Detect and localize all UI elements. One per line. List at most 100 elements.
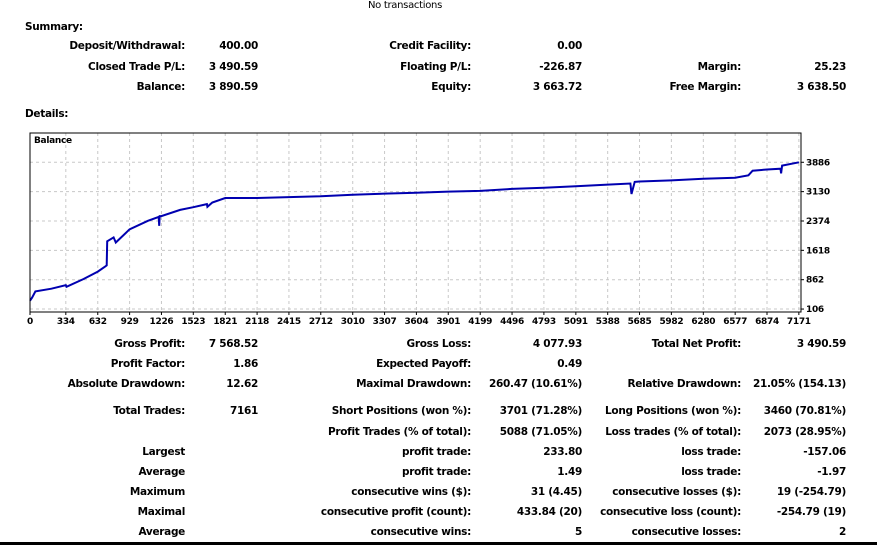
details-value: -157.06 [803, 446, 846, 458]
details-value: 1.86 [233, 358, 258, 370]
details-value: 31 (4.45) [530, 486, 582, 498]
summary-value: 400.00 [219, 40, 258, 52]
x-tick-label: 2712 [309, 317, 333, 327]
balance-chart: 0 334 632 929 1226 1523 1821 2118 2415 2712 3010 33… [27, 132, 830, 327]
summary-value: 25.23 [814, 61, 846, 73]
details-label: Total Net Profit: [651, 338, 742, 350]
details-label: loss trade: [681, 466, 741, 478]
details-label: Absolute Drawdown: [67, 378, 186, 390]
details-value: 5 [574, 526, 582, 538]
details-label: Short Positions (won %): [331, 405, 472, 417]
y-tick-label: 1618 [806, 246, 830, 256]
details-label: Relative Drawdown: [627, 378, 741, 390]
details-label: Gross Loss: [406, 338, 472, 350]
x-tick-label: 5091 [564, 317, 588, 327]
summary-value: 3 490.59 [208, 61, 258, 73]
x-tick-label: 3307 [373, 317, 397, 327]
summary-value: -226.87 [539, 61, 582, 73]
details-value: 0.49 [557, 358, 582, 370]
details-label: consecutive losses: [631, 526, 742, 538]
x-tick-label: 5685 [628, 317, 652, 327]
details-label: consecutive wins ($): [351, 486, 471, 498]
x-tick-label: 0 [27, 317, 33, 327]
details-value: 2073 (28.95%) [763, 426, 847, 438]
no-transactions-note: No transactions [368, 0, 442, 11]
x-tick-label: 3010 [341, 317, 365, 327]
x-tick-label: 4496 [500, 317, 524, 327]
summary-label: Floating P/L: [400, 61, 471, 73]
details-label: loss trade: [681, 446, 741, 458]
details-value: 1.49 [557, 466, 582, 478]
details-label: Average [138, 466, 185, 478]
details-label: Largest [142, 446, 185, 458]
summary-heading: Summary: [25, 21, 83, 33]
details-value: 3701 (71.28%) [499, 405, 583, 417]
plot-border [29, 132, 802, 313]
details-label: consecutive wins: [370, 526, 472, 538]
x-tick-label: 6280 [691, 317, 715, 327]
y-tick-label: 2374 [806, 217, 830, 227]
summary-label: Credit Facility: [389, 40, 471, 52]
bottom-border [0, 542, 877, 545]
details-value: -1.97 [817, 466, 846, 478]
summary-label: Balance: [136, 81, 186, 93]
x-tick-label: 632 [89, 317, 107, 327]
x-tick-label: 4793 [532, 317, 556, 327]
x-tick-label: 929 [121, 317, 139, 327]
details-value: 2 [838, 526, 846, 538]
details-label: Total Trades: [113, 405, 185, 417]
details-heading: Details: [25, 108, 69, 120]
details-value: 19 (-254.79) [776, 486, 846, 498]
x-tick-label: 2118 [245, 317, 269, 327]
x-tick-label: 1226 [150, 317, 174, 327]
x-tick-label: 5388 [596, 317, 620, 327]
details-label: Expected Payoff: [376, 358, 471, 370]
details-value: 3 490.59 [796, 338, 846, 350]
details-label: Maximal [137, 506, 186, 518]
x-tick-label: 5982 [659, 317, 683, 327]
details-label: Long Positions (won %): [605, 405, 741, 417]
details-value: 233.80 [543, 446, 582, 458]
details-label: Maximum [129, 486, 185, 498]
details-label: Gross Profit: [114, 338, 185, 350]
y-tick-label: 862 [806, 276, 824, 286]
x-tick-label: 1821 [213, 317, 237, 327]
summary-value: 3 663.72 [532, 81, 582, 93]
details-label: profit trade: [402, 466, 471, 478]
details-value: 260.47 (10.61%) [488, 378, 582, 390]
summary-label: Margin: [697, 61, 742, 73]
balance-line [29, 161, 800, 302]
details-label: Average [138, 526, 185, 538]
x-tick-label: 4199 [468, 317, 492, 327]
x-tick-label: 2415 [277, 317, 301, 327]
x-tick-label: 334 [57, 317, 75, 327]
chart-title: Balance [34, 136, 72, 146]
details-label: Profit Factor: [110, 358, 186, 370]
details-value: 3460 (70.81%) [763, 405, 847, 417]
details-label: consecutive losses ($): [612, 486, 741, 498]
summary-label: Closed Trade P/L: [88, 61, 185, 73]
x-tick-label: 6874 [755, 317, 779, 327]
y-tick-label: 106 [806, 305, 824, 315]
details-value: 433.84 (20) [516, 506, 582, 518]
details-value: 21.05% (154.13) [752, 378, 846, 390]
details-label: Loss trades (% of total): [605, 426, 741, 438]
details-label: profit trade: [402, 446, 471, 458]
x-tick-label: 3901 [436, 317, 460, 327]
y-tick-label: 3130 [806, 188, 830, 198]
details-value: -254.79 (19) [776, 506, 846, 518]
x-tick-label: 6577 [723, 317, 747, 327]
summary-label: Equity: [431, 81, 471, 93]
details-label: consecutive loss (count): [600, 506, 741, 518]
details-value: 12.62 [226, 378, 258, 390]
x-tick-label: 1523 [181, 317, 205, 327]
details-label: consecutive profit (count): [320, 506, 471, 518]
summary-label: Free Margin: [669, 81, 742, 93]
details-value: 7161 [229, 405, 258, 417]
x-tick-label: 3604 [404, 317, 428, 327]
summary-label: Deposit/Withdrawal: [69, 40, 185, 52]
y-tick-label: 3886 [806, 158, 830, 168]
details-value: 5088 (71.05%) [499, 426, 583, 438]
x-tick-label: 7171 [787, 317, 811, 327]
